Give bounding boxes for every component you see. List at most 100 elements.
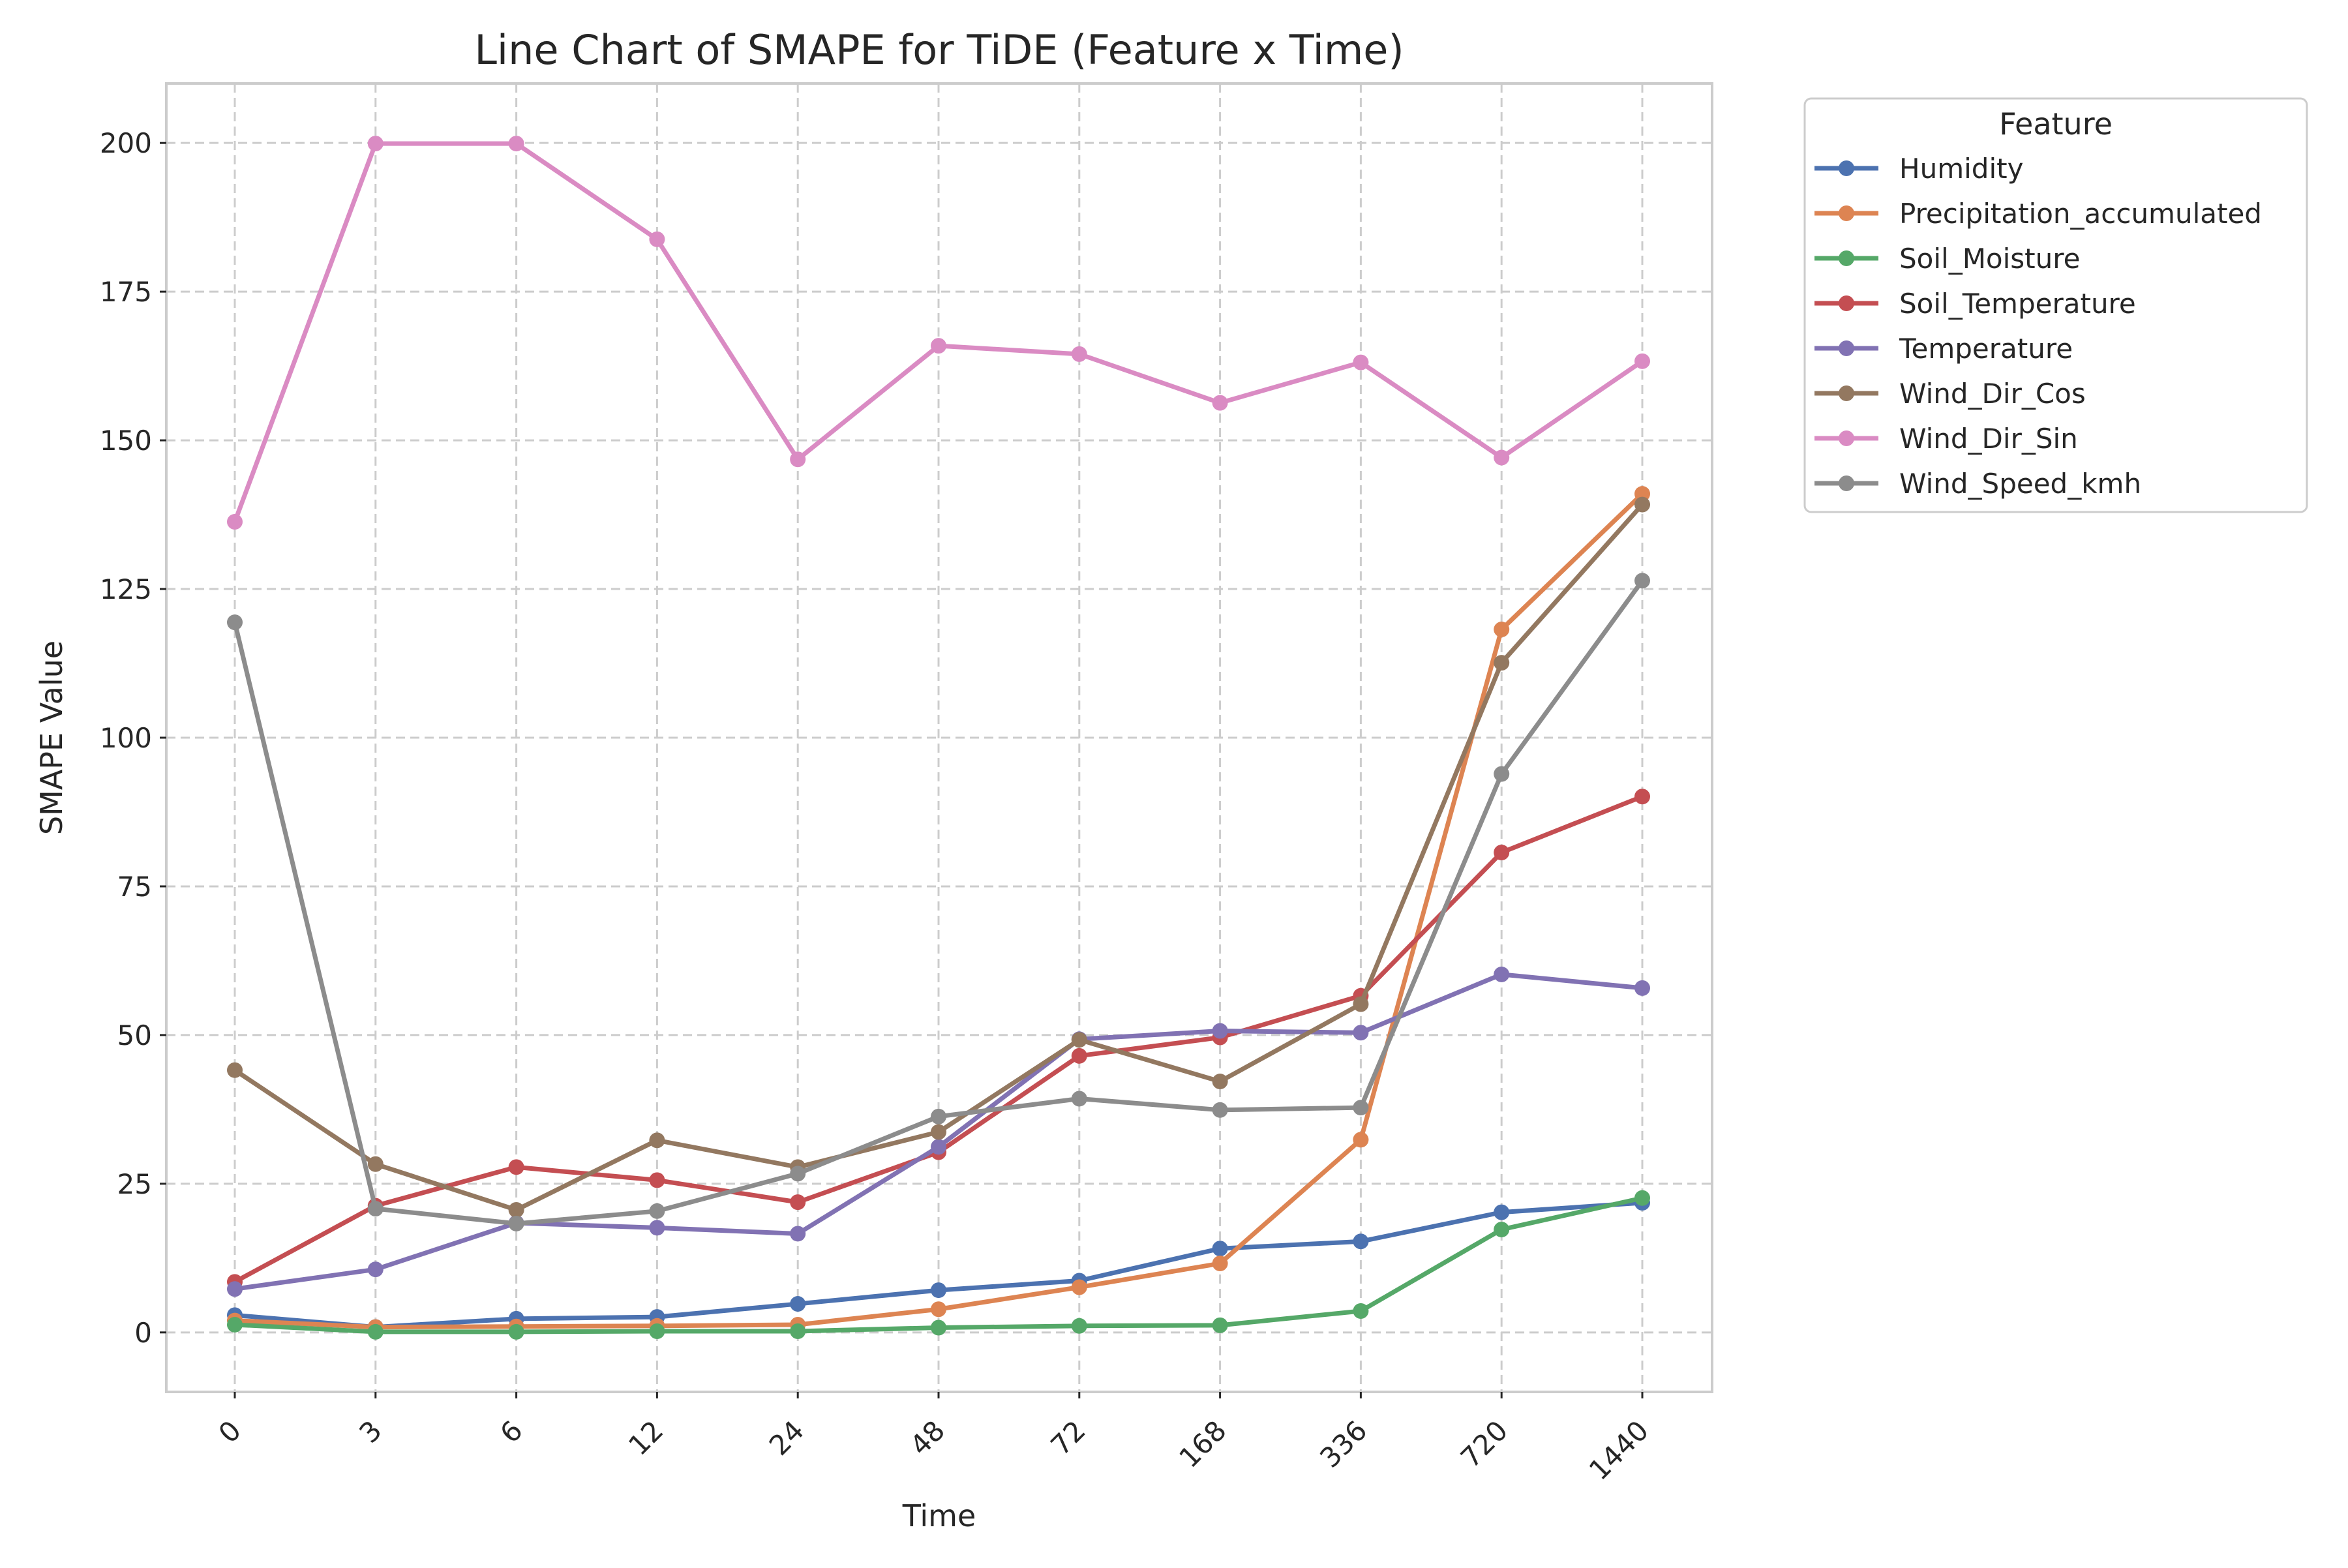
y-tick-label: 25 — [117, 1168, 152, 1200]
legend-title: Feature — [1999, 106, 2113, 142]
data-point — [1494, 844, 1510, 860]
legend-marker-swatch — [1839, 250, 1854, 266]
chart-title: Line Chart of SMAPE for TiDE (Feature x … — [474, 26, 1404, 74]
data-point — [931, 1124, 946, 1140]
data-point — [790, 1323, 806, 1339]
legend: Feature Humidity Precipitation_accumulate… — [1803, 97, 2308, 513]
legend-item: Humidity — [1814, 153, 2023, 185]
y-tick-label: 150 — [100, 425, 152, 457]
y-tick-label: 100 — [100, 722, 152, 754]
data-point — [1494, 622, 1510, 638]
legend-label: Humidity — [1899, 153, 2023, 185]
data-point — [649, 1172, 665, 1188]
data-point — [931, 1108, 946, 1124]
data-point — [649, 231, 665, 247]
data-point — [227, 1062, 243, 1078]
data-point — [649, 1203, 665, 1219]
data-point — [1212, 1241, 1228, 1257]
data-point — [1071, 1032, 1087, 1048]
data-point — [1634, 353, 1650, 369]
data-point — [790, 1226, 806, 1242]
data-point — [1212, 395, 1228, 411]
data-point — [1353, 1025, 1369, 1041]
data-point — [508, 1323, 524, 1340]
data-point — [1494, 655, 1510, 671]
data-point — [1353, 996, 1369, 1012]
data-point — [931, 338, 946, 354]
data-point — [1212, 1023, 1228, 1039]
data-point — [1212, 1074, 1228, 1090]
y-tick-label: 50 — [117, 1019, 152, 1051]
series-soil-moisture — [227, 1190, 1650, 1340]
legend-marker-swatch — [1839, 205, 1854, 221]
legend-item: Wind_Speed_kmh — [1814, 468, 2141, 500]
data-point — [790, 451, 806, 468]
data-point — [1634, 573, 1650, 589]
y-tick-label: 125 — [100, 573, 152, 605]
data-point — [1494, 966, 1510, 982]
legend-item: Wind_Dir_Cos — [1814, 378, 2086, 410]
y-tick-label: 75 — [117, 871, 152, 903]
data-point — [1071, 346, 1087, 362]
legend-label: Soil_Moisture — [1899, 243, 2080, 275]
data-point — [1634, 789, 1650, 805]
data-point — [790, 1194, 806, 1211]
data-point — [931, 1139, 946, 1155]
data-point — [790, 1296, 806, 1312]
legend-label: Precipitation_accumulated — [1899, 198, 2262, 230]
data-point — [1212, 1256, 1228, 1272]
series-wind-speed-kmh — [227, 573, 1650, 1231]
y-axis-label: SMAPE Value — [34, 641, 69, 835]
data-point — [367, 1323, 384, 1340]
legend-frame — [1803, 97, 2308, 513]
legend-label: Wind_Dir_Cos — [1899, 378, 2086, 410]
legend-marker-swatch — [1839, 475, 1854, 491]
legend-label: Wind_Speed_kmh — [1899, 468, 2141, 500]
legend-marker-swatch — [1839, 340, 1854, 356]
legend-marker-swatch — [1839, 295, 1854, 311]
legend-item: Precipitation_accumulated — [1814, 198, 2262, 230]
x-axis-label: Time — [902, 1498, 976, 1533]
data-point — [1353, 1303, 1369, 1319]
data-point — [227, 1281, 243, 1297]
data-point — [367, 136, 384, 152]
y-tick-label: 175 — [100, 276, 152, 308]
legend-marker-swatch — [1839, 430, 1854, 446]
legend-label: Temperature — [1899, 333, 2073, 365]
data-point — [367, 1201, 384, 1217]
data-point — [1494, 766, 1510, 782]
data-point — [649, 1220, 665, 1236]
legend-marker-swatch — [1839, 385, 1854, 401]
legend-item: Soil_Moisture — [1814, 243, 2080, 275]
data-point — [508, 1159, 524, 1175]
data-point — [367, 1156, 384, 1172]
data-point — [1353, 1100, 1369, 1116]
data-point — [227, 1316, 243, 1333]
data-point — [1212, 1102, 1228, 1118]
data-point — [508, 136, 524, 152]
data-point — [1634, 496, 1650, 513]
legend-label: Wind_Dir_Sin — [1899, 423, 2078, 455]
legend-item: Temperature — [1814, 333, 2073, 365]
data-point — [1634, 486, 1650, 502]
data-point — [367, 1261, 384, 1278]
data-point — [1494, 1204, 1510, 1220]
data-point — [1353, 354, 1369, 370]
data-point — [1634, 980, 1650, 996]
data-point — [1494, 1222, 1510, 1238]
data-point — [1212, 1317, 1228, 1333]
data-point — [649, 1132, 665, 1149]
data-point — [1353, 1233, 1369, 1250]
legend-item: Wind_Dir_Sin — [1814, 423, 2078, 455]
data-point — [649, 1323, 665, 1339]
data-point — [931, 1301, 946, 1318]
data-point — [1071, 1091, 1087, 1107]
data-point — [227, 614, 243, 631]
y-tick-label: 200 — [100, 127, 152, 159]
data-point — [508, 1201, 524, 1218]
data-point — [790, 1166, 806, 1182]
legend-item: Soil_Temperature — [1814, 288, 2136, 320]
data-point — [931, 1319, 946, 1336]
